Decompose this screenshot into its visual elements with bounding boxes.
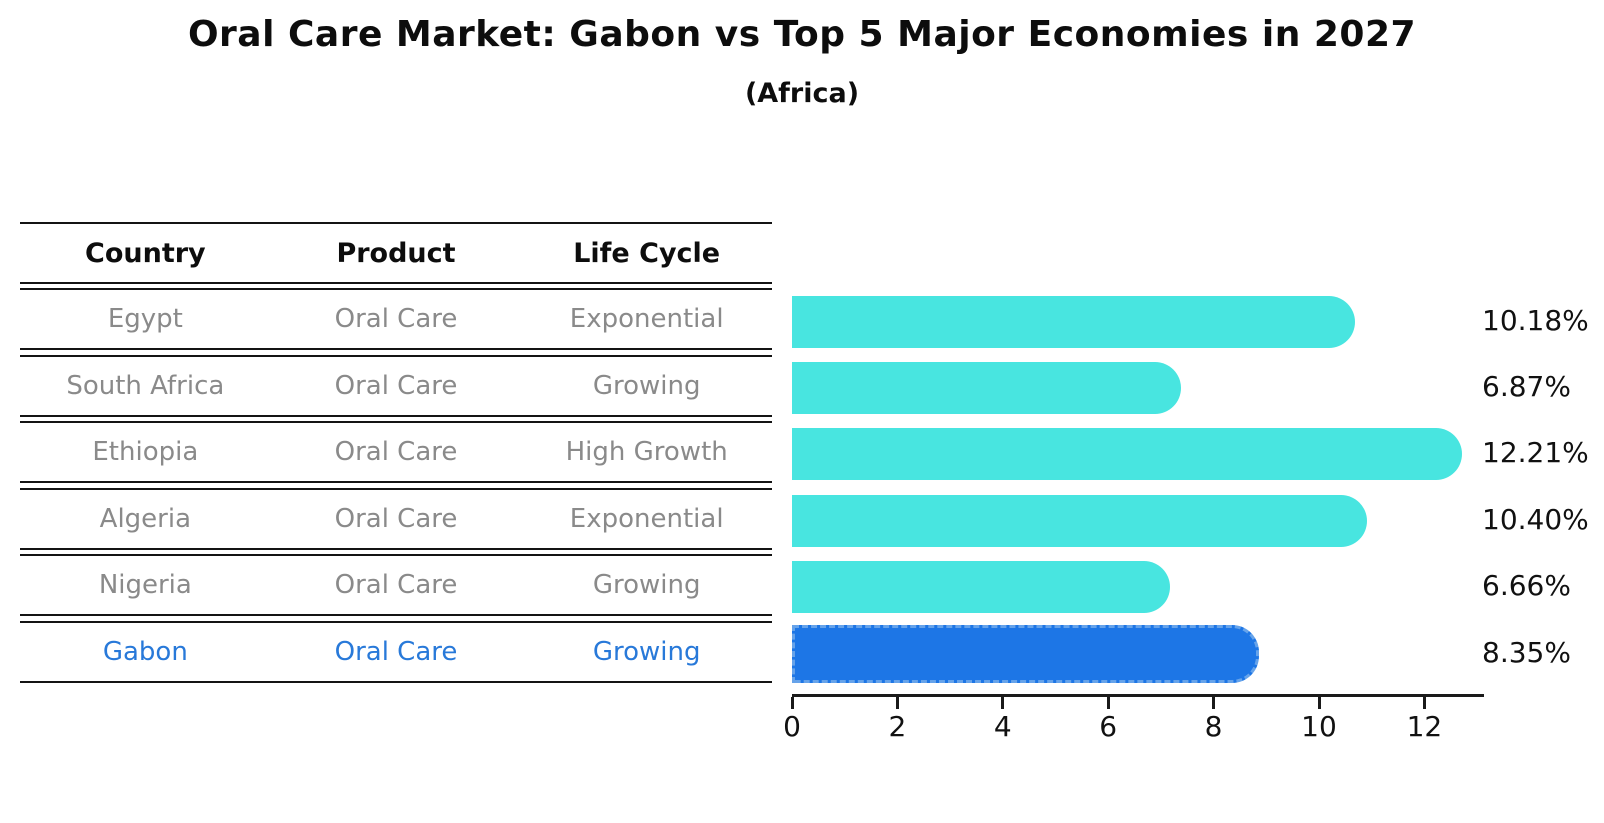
value-label-ethiopia: 12.21%	[1482, 436, 1589, 470]
x-tick-label-4: 4	[993, 710, 1012, 743]
x-tick-label-6: 6	[1099, 710, 1118, 743]
column-header-country: Country	[85, 237, 206, 269]
bar-egypt	[792, 295, 1356, 348]
chart-title: Oral Care Market: Gabon vs Top 5 Major E…	[187, 14, 1417, 55]
x-tick-label-2: 2	[888, 710, 907, 743]
x-tick-mark-8	[1212, 697, 1216, 709]
cell-life-cycle: Exponential	[569, 304, 724, 335]
column-header-product: Product	[336, 237, 456, 269]
x-tick-label-12: 12	[1406, 710, 1443, 743]
table-header-row: Country Product Life Cycle	[20, 222, 772, 284]
cell-country: South Africa	[66, 370, 225, 401]
table-row-gabon: Gabon Oral Care Growing	[20, 620, 772, 683]
cell-life-cycle: Exponential	[569, 503, 724, 534]
value-label-south-africa: 6.87%	[1482, 370, 1571, 404]
cell-country: Nigeria	[98, 570, 192, 601]
value-label-algeria: 10.40%	[1482, 502, 1589, 536]
table-row-south-africa: South Africa Oral Care Growing	[20, 354, 772, 417]
x-tick-label-0: 0	[783, 710, 801, 743]
cell-country: Egypt	[107, 304, 183, 335]
x-tick-label-8: 8	[1204, 710, 1223, 743]
x-tick-mark-4	[1001, 697, 1005, 709]
value-label-nigeria: 6.66%	[1482, 569, 1571, 603]
x-tick-mark-12	[1422, 697, 1426, 709]
table-row-egypt: Egypt Oral Care Exponential	[20, 288, 772, 351]
table-row-nigeria: Nigeria Oral Care Growing	[20, 554, 772, 617]
cell-life-cycle: High Growth	[565, 437, 728, 468]
x-tick-label-10: 10	[1301, 710, 1337, 743]
cell-product: Oral Care	[334, 503, 458, 534]
bar-algeria	[792, 494, 1368, 547]
x-tick-mark-0	[790, 697, 794, 709]
bar-ethiopia	[792, 428, 1463, 481]
cell-life-cycle: Growing	[592, 636, 701, 667]
cell-product: Oral Care	[334, 636, 458, 667]
cell-product: Oral Care	[334, 570, 458, 601]
chart-subtitle: (Africa)	[744, 78, 860, 109]
table-row-algeria: Algeria Oral Care Exponential	[20, 487, 772, 550]
x-tick-mark-10	[1317, 697, 1321, 709]
cell-country: Algeria	[99, 503, 192, 534]
cell-country: Ethiopia	[92, 437, 199, 468]
value-label-egypt: 10.18%	[1482, 303, 1589, 337]
cell-country: Gabon	[102, 636, 188, 667]
cell-life-cycle: Growing	[592, 570, 701, 601]
bar-gabon	[792, 624, 1260, 683]
cell-product: Oral Care	[334, 304, 458, 335]
cell-product: Oral Care	[334, 437, 458, 468]
x-axis-line	[792, 694, 1484, 697]
value-label-gabon: 8.35%	[1482, 635, 1571, 669]
table-row-ethiopia: Ethiopia Oral Care High Growth	[20, 421, 772, 484]
cell-life-cycle: Growing	[592, 370, 701, 401]
bar-south-africa	[792, 362, 1182, 415]
cell-product: Oral Care	[334, 370, 458, 401]
x-tick-mark-6	[1106, 697, 1110, 709]
bar-nigeria	[792, 561, 1170, 614]
column-header-life-cycle: Life Cycle	[573, 237, 721, 269]
x-tick-mark-2	[895, 697, 899, 709]
